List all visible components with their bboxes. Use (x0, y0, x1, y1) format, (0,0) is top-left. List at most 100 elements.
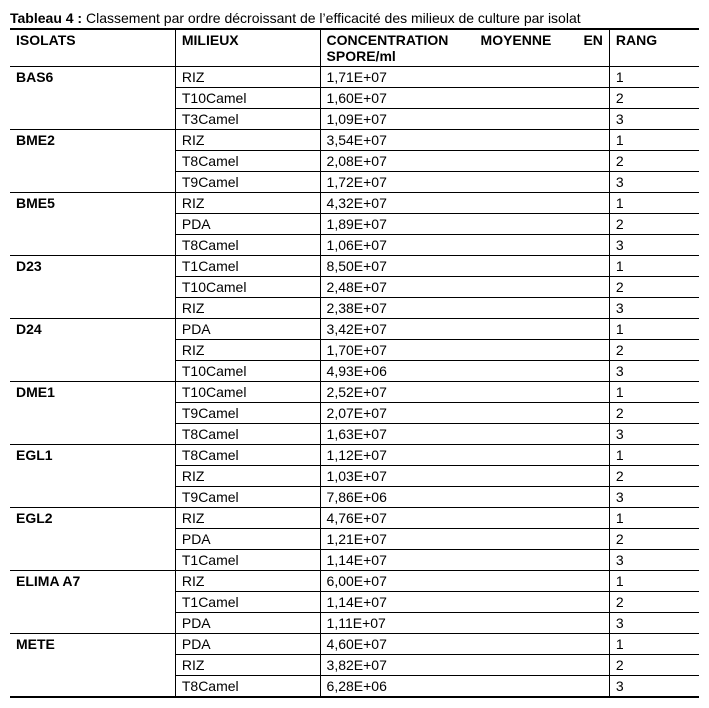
isolat-cell: D23 (10, 256, 175, 319)
header-conc-w2: MOYENNE (481, 32, 552, 48)
concentration-cell: 1,11E+07 (320, 613, 609, 634)
header-conc-line2: SPORE/ml (327, 48, 603, 64)
header-conc-w3: EN (583, 32, 602, 48)
rang-cell: 3 (609, 109, 699, 130)
rang-cell: 3 (609, 172, 699, 193)
rang-cell: 3 (609, 550, 699, 571)
milieu-cell: RIZ (175, 130, 320, 151)
rang-cell: 3 (609, 424, 699, 445)
isolat-cell: BAS6 (10, 67, 175, 130)
concentration-cell: 1,03E+07 (320, 466, 609, 487)
rang-cell: 1 (609, 256, 699, 277)
rang-cell: 1 (609, 319, 699, 340)
table-row: ELIMA A7RIZ6,00E+071 (10, 571, 699, 592)
table-row: D23T1Camel8,50E+071 (10, 256, 699, 277)
milieu-cell: T9Camel (175, 403, 320, 424)
milieu-cell: T1Camel (175, 550, 320, 571)
milieu-cell: T1Camel (175, 592, 320, 613)
table-row: BME2RIZ3,54E+071 (10, 130, 699, 151)
milieu-cell: T1Camel (175, 256, 320, 277)
milieu-cell: PDA (175, 214, 320, 235)
concentration-cell: 1,72E+07 (320, 172, 609, 193)
milieu-cell: T9Camel (175, 172, 320, 193)
concentration-cell: 3,42E+07 (320, 319, 609, 340)
rang-cell: 1 (609, 382, 699, 403)
rang-cell: 2 (609, 403, 699, 424)
concentration-cell: 2,07E+07 (320, 403, 609, 424)
concentration-cell: 4,76E+07 (320, 508, 609, 529)
table-body: BAS6RIZ1,71E+071T10Camel1,60E+072T3Camel… (10, 67, 699, 698)
milieu-cell: T3Camel (175, 109, 320, 130)
isolat-cell: METE (10, 634, 175, 698)
table-row: D24PDA3,42E+071 (10, 319, 699, 340)
concentration-cell: 1,14E+07 (320, 592, 609, 613)
milieu-cell: T8Camel (175, 445, 320, 466)
concentration-cell: 1,71E+07 (320, 67, 609, 88)
header-rang: RANG (609, 29, 699, 67)
milieu-cell: T8Camel (175, 235, 320, 256)
isolat-cell: DME1 (10, 382, 175, 445)
milieu-cell: T8Camel (175, 424, 320, 445)
milieu-cell: PDA (175, 319, 320, 340)
milieu-cell: RIZ (175, 466, 320, 487)
milieu-cell: T8Camel (175, 151, 320, 172)
milieu-cell: PDA (175, 613, 320, 634)
concentration-cell: 2,08E+07 (320, 151, 609, 172)
caption-label: Tableau 4 : (10, 10, 82, 26)
rang-cell: 1 (609, 445, 699, 466)
table-row: EGL1T8Camel1,12E+071 (10, 445, 699, 466)
header-concentration: CONCENTRATION MOYENNE EN SPORE/ml (320, 29, 609, 67)
table-row: BAS6RIZ1,71E+071 (10, 67, 699, 88)
milieu-cell: RIZ (175, 655, 320, 676)
rang-cell: 2 (609, 592, 699, 613)
table-row: METEPDA4,60E+071 (10, 634, 699, 655)
header-isolats: ISOLATS (10, 29, 175, 67)
milieu-cell: RIZ (175, 67, 320, 88)
rang-cell: 2 (609, 529, 699, 550)
rang-cell: 1 (609, 67, 699, 88)
rang-cell: 3 (609, 235, 699, 256)
concentration-cell: 6,00E+07 (320, 571, 609, 592)
concentration-cell: 3,82E+07 (320, 655, 609, 676)
table-row: EGL2RIZ4,76E+071 (10, 508, 699, 529)
isolat-cell: D24 (10, 319, 175, 382)
rang-cell: 2 (609, 151, 699, 172)
milieu-cell: T9Camel (175, 487, 320, 508)
concentration-cell: 1,14E+07 (320, 550, 609, 571)
rang-cell: 1 (609, 634, 699, 655)
concentration-cell: 1,09E+07 (320, 109, 609, 130)
concentration-cell: 4,93E+06 (320, 361, 609, 382)
rang-cell: 3 (609, 298, 699, 319)
concentration-cell: 7,86E+06 (320, 487, 609, 508)
milieu-cell: RIZ (175, 340, 320, 361)
rang-cell: 3 (609, 361, 699, 382)
milieu-cell: RIZ (175, 508, 320, 529)
rang-cell: 3 (609, 487, 699, 508)
header-conc-w1: CONCENTRATION (327, 32, 449, 48)
isolat-cell: BME2 (10, 130, 175, 193)
concentration-cell: 1,12E+07 (320, 445, 609, 466)
concentration-cell: 2,48E+07 (320, 277, 609, 298)
milieu-cell: T10Camel (175, 277, 320, 298)
header-milieux: MILIEUX (175, 29, 320, 67)
milieu-cell: T10Camel (175, 382, 320, 403)
isolat-cell: EGL2 (10, 508, 175, 571)
rang-cell: 2 (609, 214, 699, 235)
concentration-cell: 3,54E+07 (320, 130, 609, 151)
concentration-cell: 1,70E+07 (320, 340, 609, 361)
rang-cell: 1 (609, 571, 699, 592)
concentration-cell: 1,63E+07 (320, 424, 609, 445)
rang-cell: 1 (609, 508, 699, 529)
table-row: DME1T10Camel2,52E+071 (10, 382, 699, 403)
concentration-cell: 4,32E+07 (320, 193, 609, 214)
concentration-cell: 8,50E+07 (320, 256, 609, 277)
rang-cell: 3 (609, 613, 699, 634)
isolat-cell: ELIMA A7 (10, 571, 175, 634)
milieu-cell: PDA (175, 529, 320, 550)
milieu-cell: RIZ (175, 193, 320, 214)
concentration-cell: 1,21E+07 (320, 529, 609, 550)
concentration-cell: 2,38E+07 (320, 298, 609, 319)
rang-cell: 2 (609, 340, 699, 361)
rang-cell: 2 (609, 277, 699, 298)
concentration-cell: 2,52E+07 (320, 382, 609, 403)
